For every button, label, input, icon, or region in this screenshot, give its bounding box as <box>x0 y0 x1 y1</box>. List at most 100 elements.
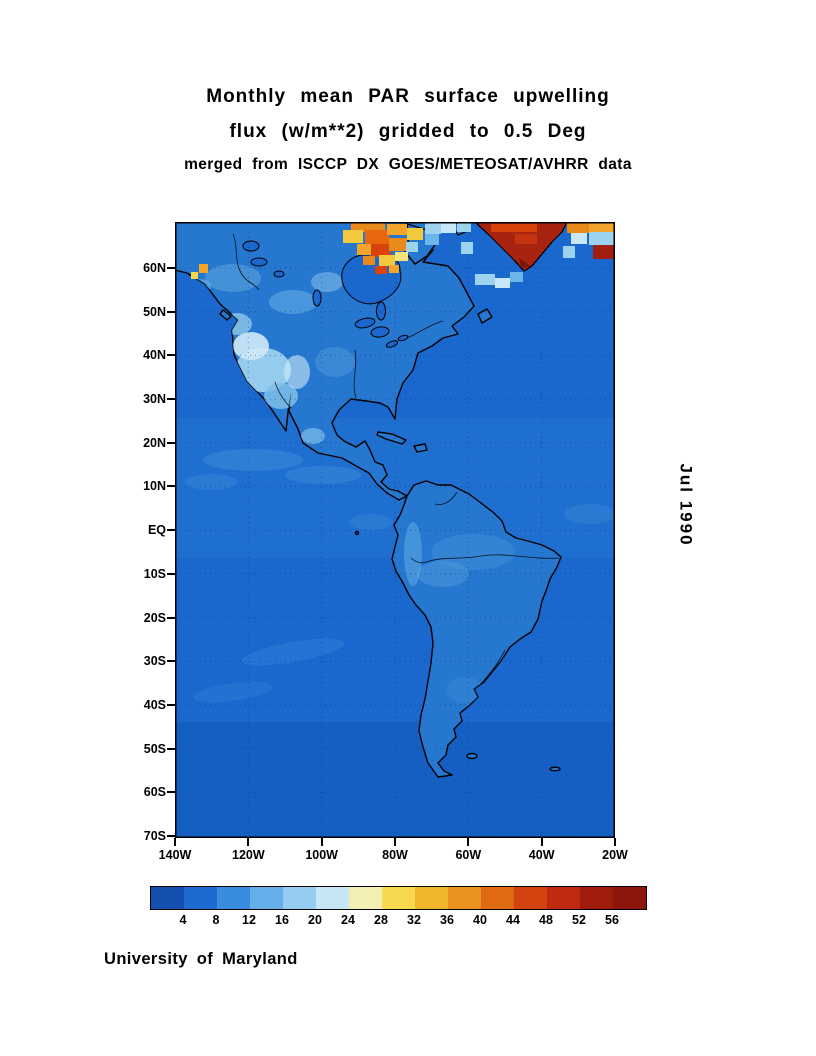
lat-tick-mark <box>167 441 175 444</box>
lat-tick-mark <box>167 834 175 837</box>
lat-tick-mark <box>167 747 175 750</box>
colorbar-cell <box>151 887 184 909</box>
lake-athabasca <box>273 270 285 278</box>
colorbar-cell <box>382 887 415 909</box>
lat-tick-label: 40S <box>143 697 166 712</box>
land-flux-shading <box>187 264 515 703</box>
mackenzie-river <box>232 233 260 291</box>
lon-tick-label: 100W <box>305 848 338 862</box>
colorbar-cell <box>580 887 613 909</box>
colorbar-swatches <box>151 887 646 909</box>
rivers <box>232 233 560 685</box>
newfoundland <box>477 308 493 324</box>
lat-tick-label: 40N <box>143 348 166 363</box>
colorbar-cell <box>217 887 250 909</box>
orinoco-river <box>434 491 458 505</box>
lat-tick-label: 20S <box>143 610 166 625</box>
colorbar-cell <box>316 887 349 909</box>
falkland-islands <box>466 752 478 760</box>
lat-tick-mark <box>167 485 175 488</box>
lat-tick-mark <box>167 398 175 401</box>
great-slave-lake <box>250 257 268 267</box>
colorbar-tick-label: 28 <box>374 913 388 927</box>
mississippi-river <box>353 349 357 399</box>
figure-title-block: Monthly mean PAR surface upwelling flux … <box>0 86 816 174</box>
colorbar-tick-label: 52 <box>572 913 586 927</box>
colorbar-tick-label: 32 <box>407 913 421 927</box>
lat-tick-label: 70S <box>143 828 166 843</box>
colorbar-cell <box>613 887 646 909</box>
cuba <box>376 431 407 445</box>
great-bear-lake <box>242 240 260 252</box>
galapagos <box>354 530 360 536</box>
parana-river <box>480 649 506 685</box>
map-plot <box>175 222 615 838</box>
lat-tick-label: 20N <box>143 435 166 450</box>
lat-tick-mark <box>167 267 175 269</box>
lake-michigan-huron <box>370 326 390 338</box>
colorbar-cell <box>250 887 283 909</box>
lat-tick-label: 30S <box>143 654 166 669</box>
colorbar-tick-label: 12 <box>242 913 256 927</box>
vancouver-island <box>219 309 232 321</box>
lake-ontario <box>397 334 409 342</box>
greenland-high-flux <box>474 222 568 272</box>
lake-erie <box>385 340 399 348</box>
colorbar-cell <box>448 887 481 909</box>
lat-tick-label: 50N <box>143 304 166 319</box>
lon-tick-mark <box>174 838 176 846</box>
lon-tick-mark <box>467 838 470 846</box>
lat-tick-label: 60S <box>143 785 166 800</box>
colorbar-tick-label: 44 <box>506 913 520 927</box>
lat-tick-label: 60N <box>143 261 166 275</box>
colorbar-tick-label: 40 <box>473 913 487 927</box>
lat-tick-mark <box>167 572 175 575</box>
lat-tick-mark <box>167 660 175 663</box>
colorbar-tick-label: 4 <box>179 913 187 927</box>
ocean-southern-band <box>175 722 615 838</box>
lon-tick-mark <box>320 838 323 846</box>
lat-tick-label: 50S <box>143 741 166 756</box>
colorbar-cell <box>415 887 448 909</box>
lat-tick-label: EQ <box>147 523 166 538</box>
lon-tick-label: 60W <box>455 848 482 862</box>
st-lawrence-river <box>406 320 444 339</box>
lon-tick-mark <box>540 838 543 846</box>
lon-tick-mark <box>613 838 616 846</box>
lake-superior <box>354 317 376 329</box>
colorbar-cell <box>283 887 316 909</box>
colorbar-tick-label: 36 <box>440 913 454 927</box>
lat-tick-mark <box>167 791 175 794</box>
colorbar-cell <box>547 887 580 909</box>
colorbar-tick-label: 20 <box>308 913 322 927</box>
lon-tick-label: 120W <box>232 848 265 862</box>
colorbar-cell <box>481 887 514 909</box>
lat-tick-mark <box>167 703 175 706</box>
lon-tick-label: 20W <box>602 848 628 862</box>
map-border <box>175 222 615 838</box>
lon-tick-label: 40W <box>528 848 555 862</box>
amazon-river <box>410 554 560 564</box>
lat-tick-mark <box>167 529 175 532</box>
james-bay <box>376 301 386 321</box>
lat-tick-mark <box>167 616 175 619</box>
lat-tick-mark <box>167 310 175 313</box>
lat-tick-label: 30N <box>143 392 166 407</box>
colorbar <box>150 886 647 910</box>
south-georgia <box>549 766 561 772</box>
figure-subtitle: merged from ISCCP DX GOES/METEOSAT/AVHRR… <box>184 156 632 173</box>
lat-tick-label: 10S <box>143 566 166 581</box>
figure-title-line2: flux (w/m**2) gridded to 0.5 Deg <box>229 121 587 142</box>
colorbar-cell <box>349 887 382 909</box>
colorbar-tick-label: 16 <box>275 913 289 927</box>
colorbar-cell <box>184 887 217 909</box>
ocean-light-patches <box>185 449 615 703</box>
colorbar-tick-label: 48 <box>539 913 553 927</box>
hispaniola <box>413 443 428 453</box>
colorbar-cell <box>514 887 547 909</box>
lon-tick-mark <box>393 838 396 846</box>
credit-text: University of Maryland <box>104 950 298 968</box>
lon-tick-label: 140W <box>158 848 192 862</box>
lat-tick-label: 10N <box>143 479 166 494</box>
